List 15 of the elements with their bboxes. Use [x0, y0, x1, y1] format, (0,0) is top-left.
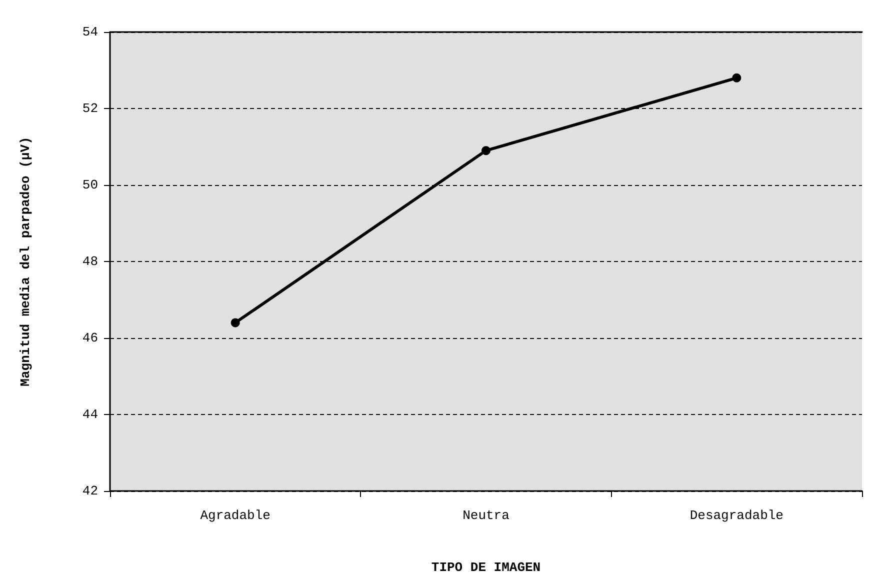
point [230, 318, 240, 328]
y-tick-label: 46 [82, 330, 98, 346]
y-tick-label: 48 [82, 254, 98, 269]
y-tick-label: 54 [82, 24, 98, 40]
y-axis-title: Magnitud media del parpadeo (µV) [18, 136, 33, 386]
point [482, 146, 490, 156]
y-tick-label: 42 [82, 484, 98, 498]
x-tick-label: Desagradable [690, 508, 784, 523]
y-tick-label: 52 [82, 101, 98, 116]
x-axis-title: TIPO DE IMAGEN [431, 560, 541, 575]
point [732, 73, 742, 82]
y-tick-label: 50 [82, 178, 98, 192]
x-tick-label: Agradable [200, 508, 270, 523]
x-tick-label: Neutra [462, 508, 510, 523]
y-tick-label: 44 [82, 407, 98, 422]
